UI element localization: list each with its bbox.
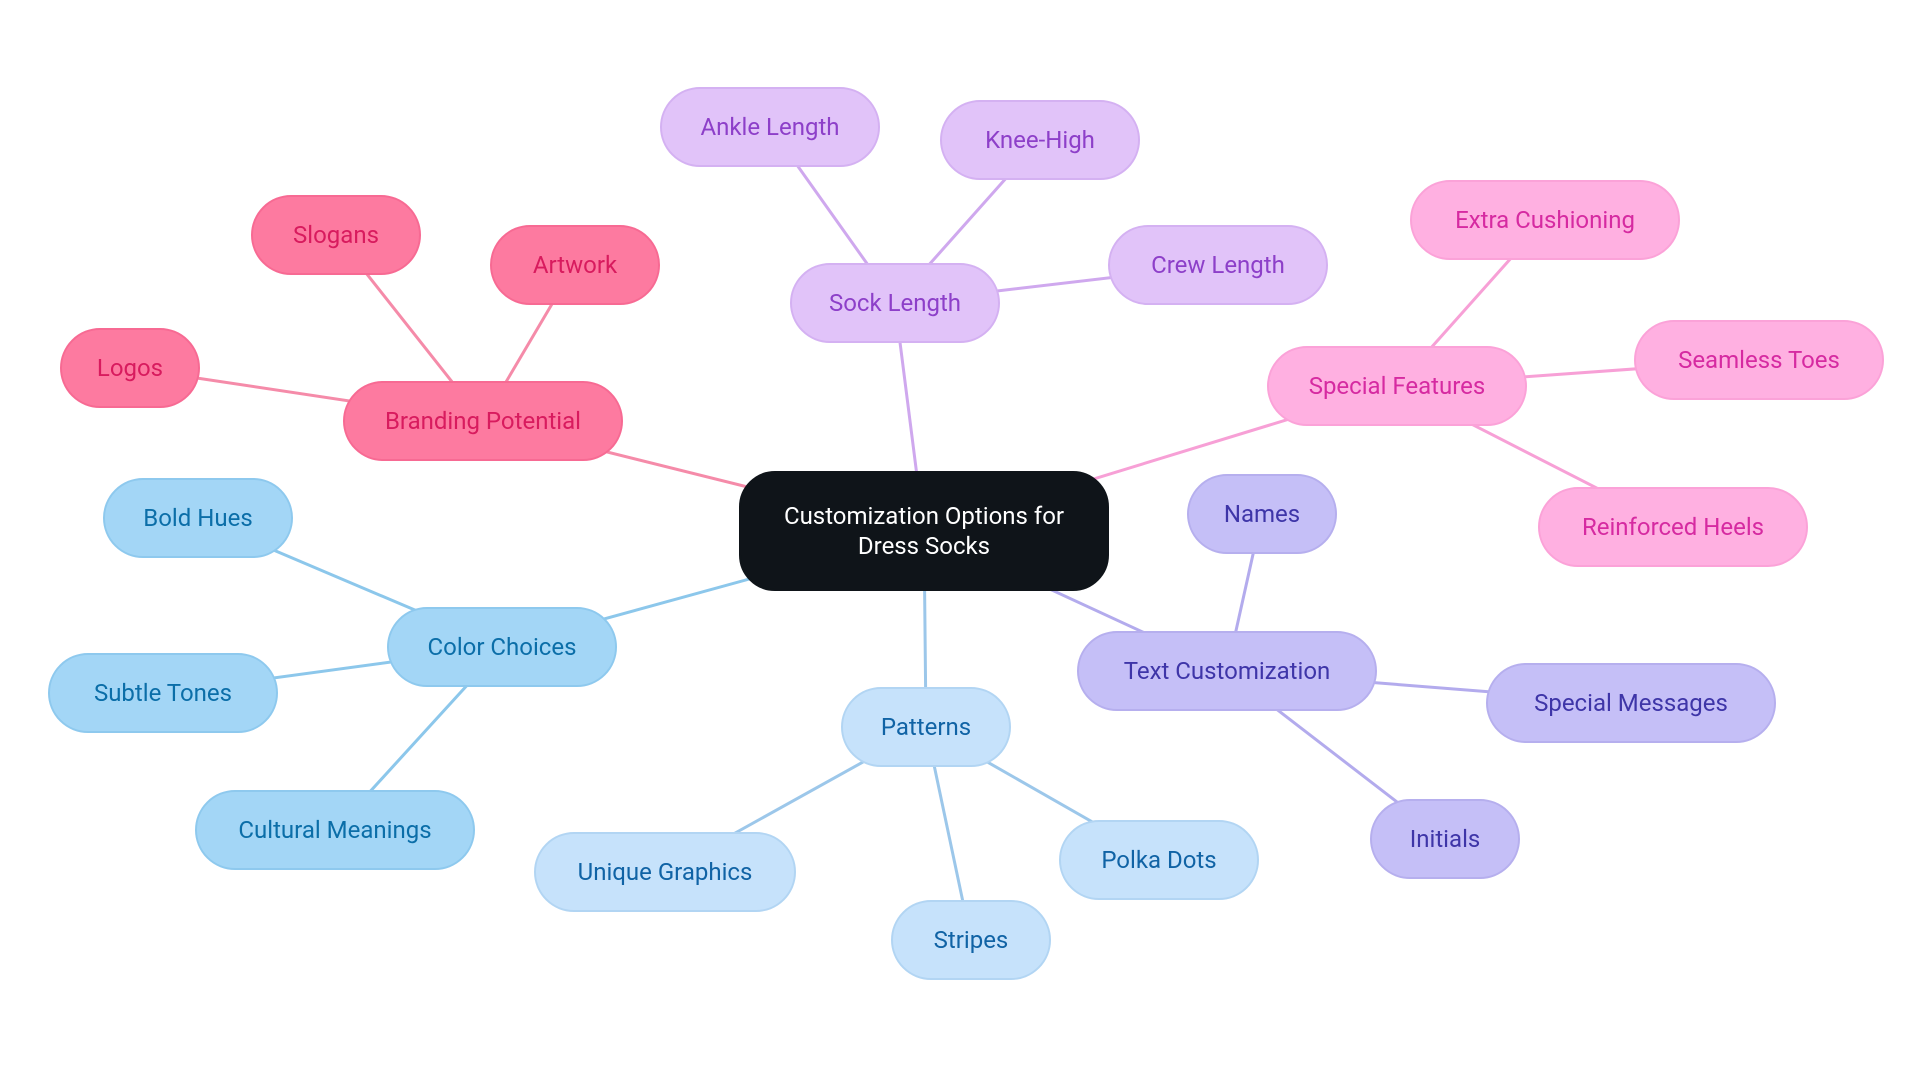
node-socklength: Sock Length — [790, 263, 1000, 343]
node-label: Slogans — [293, 220, 379, 250]
node-label: Initials — [1410, 824, 1481, 854]
node-label: Cultural Meanings — [238, 815, 431, 845]
node-cultural: Cultural Meanings — [195, 790, 475, 870]
node-subtle: Subtle Tones — [48, 653, 278, 733]
node-label: Patterns — [881, 712, 971, 742]
node-label: Polka Dots — [1101, 845, 1216, 875]
node-names: Names — [1187, 474, 1337, 554]
node-branding: Branding Potential — [343, 381, 623, 461]
node-label: Subtle Tones — [94, 678, 232, 708]
node-bold: Bold Hues — [103, 478, 293, 558]
node-label: Special Features — [1309, 371, 1486, 401]
node-label: Knee-High — [985, 125, 1095, 155]
node-cushion: Extra Cushioning — [1410, 180, 1680, 260]
node-label: Unique Graphics — [578, 857, 753, 887]
node-logos: Logos — [60, 328, 200, 408]
node-label: Bold Hues — [143, 503, 252, 533]
node-label: Color Choices — [428, 632, 577, 662]
node-label: Special Messages — [1534, 688, 1728, 718]
node-center: Customization Options for Dress Socks — [739, 471, 1109, 591]
node-label: Artwork — [533, 250, 617, 280]
node-artwork: Artwork — [490, 225, 660, 305]
node-knee: Knee-High — [940, 100, 1140, 180]
node-textcust: Text Customization — [1077, 631, 1377, 711]
node-label: Stripes — [934, 925, 1009, 955]
node-label: Reinforced Heels — [1582, 512, 1764, 542]
node-heels: Reinforced Heels — [1538, 487, 1808, 567]
node-label: Branding Potential — [385, 406, 581, 436]
node-label: Names — [1224, 499, 1300, 529]
node-stripes: Stripes — [891, 900, 1051, 980]
node-color: Color Choices — [387, 607, 617, 687]
node-graphics: Unique Graphics — [534, 832, 796, 912]
mindmap-canvas: Logos Slogans Artwork Ankle Length Knee-High… — [0, 0, 1920, 1083]
node-initials: Initials — [1370, 799, 1520, 879]
node-slogans: Slogans — [251, 195, 421, 275]
node-crew: Crew Length — [1108, 225, 1328, 305]
node-special: Special Features — [1267, 346, 1527, 426]
node-seamless: Seamless Toes — [1634, 320, 1884, 400]
node-label: Ankle Length — [700, 112, 839, 142]
node-label: Logos — [97, 353, 163, 383]
node-label: Text Customization — [1124, 656, 1331, 686]
node-messages: Special Messages — [1486, 663, 1776, 743]
node-label: Seamless Toes — [1678, 345, 1840, 375]
node-label: Crew Length — [1151, 250, 1285, 280]
node-ankle: Ankle Length — [660, 87, 880, 167]
node-label: Sock Length — [829, 288, 961, 318]
node-patterns: Patterns — [841, 687, 1011, 767]
node-label: Customization Options for Dress Socks — [784, 501, 1064, 561]
node-label: Extra Cushioning — [1455, 205, 1635, 235]
node-polka: Polka Dots — [1059, 820, 1259, 900]
